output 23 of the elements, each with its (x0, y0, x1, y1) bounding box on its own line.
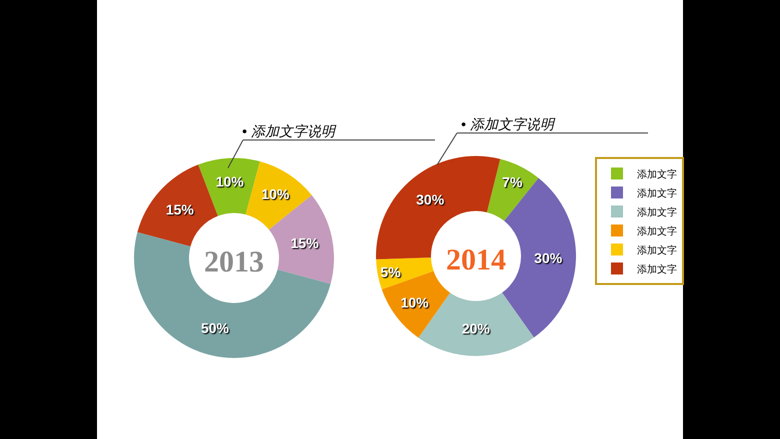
data-label: 30% (416, 192, 445, 208)
data-label: 5% (380, 264, 402, 280)
data-label: 7% (502, 174, 523, 190)
legend-label: 添加文字 (637, 225, 677, 238)
text: 2014 (446, 244, 506, 276)
data-label: 20% (462, 320, 490, 336)
text: 2013 (204, 246, 264, 278)
donut-slice (134, 232, 331, 358)
legend-label: 添加文字 (637, 263, 677, 276)
data-label: 15% (290, 234, 320, 251)
legend-label: 添加文字 (637, 168, 677, 180)
data-label: 15% (166, 201, 194, 218)
legend-label: 添加文字 (637, 206, 677, 218)
text: • 添加文字说明 (461, 116, 556, 132)
text: • 添加文字说明 (242, 123, 337, 139)
data-label: 30% (534, 250, 563, 266)
legend-label: 添加文字 (637, 187, 677, 200)
legend-label: 添加文字 (637, 244, 677, 256)
data-label: 10% (216, 174, 244, 190)
donut-slice (137, 164, 218, 246)
data-label: 50% (200, 320, 230, 336)
data-label: 10% (261, 186, 290, 202)
data-label: 10% (400, 294, 430, 310)
